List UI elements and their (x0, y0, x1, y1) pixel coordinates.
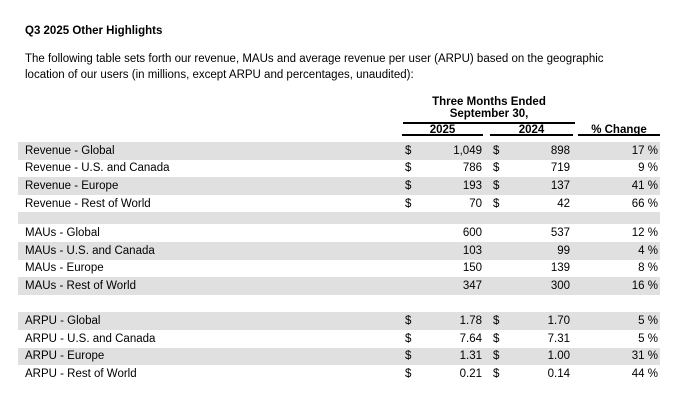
value-2025: 0.21 (459, 367, 482, 380)
value-2024: 0.14 (547, 367, 570, 380)
table-row: MAUs - Rest of World 347 300 16 % (18, 277, 660, 295)
pct-change-value: 5 % (638, 332, 658, 345)
currency-symbol-2025: $ (405, 144, 412, 157)
currency-symbol-2024: $ (493, 162, 500, 175)
table-row: MAUs - Global 600 537 12 % (18, 224, 660, 242)
pct-change-value: 8 % (638, 262, 658, 275)
column-header-2024: 2024 (490, 124, 573, 136)
pct-change-value: 12 % (631, 227, 658, 240)
table-row: Revenue - U.S. and Canada $786 $719 9 % (18, 160, 660, 178)
pct-change-value: 66 % (631, 197, 658, 210)
pct-change-value: 17 % (631, 144, 658, 157)
value-2025: 347 (462, 279, 482, 292)
currency-symbol-2025: $ (405, 332, 412, 345)
table-row: Revenue - Europe $193 $137 41 % (18, 177, 660, 195)
currency-symbol-2024: $ (493, 367, 500, 380)
value-2024: 300 (550, 279, 570, 292)
currency-symbol-2025: $ (405, 162, 412, 175)
pct-change-value: 4 % (638, 244, 658, 257)
table-row: Revenue - Global $1,049 $898 17 % (18, 142, 660, 160)
currency-symbol-2025: $ (405, 179, 412, 192)
currency-symbol-2024: $ (493, 315, 500, 328)
currency-symbol-2025: $ (405, 197, 412, 210)
table-rows: Revenue - Global $1,049 $898 17 % Revenue - … (18, 142, 660, 383)
value-2025: 1.78 (459, 315, 482, 328)
value-2025: 70 (469, 197, 482, 210)
row-label: Revenue - Europe (25, 179, 119, 192)
value-2025: 7.64 (459, 332, 482, 345)
row-label: Revenue - Global (25, 144, 115, 157)
row-label: MAUs - Rest of World (25, 279, 136, 292)
value-2024: 537 (550, 227, 570, 240)
row-label: MAUs - Europe (25, 262, 104, 275)
value-2024: 137 (550, 179, 570, 192)
financial-table: Three Months Ended September 30, 2025 20… (18, 96, 660, 383)
row-label: MAUs - Global (25, 227, 100, 240)
row-label: ARPU - Global (25, 315, 101, 328)
value-2025: 150 (462, 262, 482, 275)
pct-change-value: 44 % (631, 367, 658, 380)
value-2025: 103 (462, 244, 482, 257)
currency-symbol-2025: $ (405, 315, 412, 328)
value-2024: 42 (557, 197, 570, 210)
table-header: Three Months Ended September 30, 2025 20… (18, 96, 660, 142)
pct-change-value: 5 % (638, 315, 658, 328)
table-row: Revenue - Rest of World $70 $42 66 % (18, 195, 660, 213)
value-2024: 7.31 (547, 332, 570, 345)
row-label: ARPU - Europe (25, 350, 105, 363)
period-line-1: Three Months Ended (432, 96, 546, 108)
table-row: MAUs - U.S. and Canada 103 99 4 % (18, 241, 660, 260)
value-2024: 139 (550, 262, 570, 275)
currency-symbol-2025: $ (405, 367, 412, 380)
period-header: Three Months Ended September 30, (403, 96, 575, 124)
currency-symbol-2024: $ (493, 197, 500, 210)
period-line-2: September 30, (449, 107, 529, 120)
column-header-2025: 2025 (402, 124, 483, 136)
table-row: ARPU - Rest of World $0.21 $0.14 44 % (18, 365, 660, 383)
spacer-row (18, 212, 660, 225)
value-2025: 1.31 (459, 350, 482, 363)
column-header-pct-change: % Change (578, 124, 660, 136)
currency-symbol-2025: $ (405, 350, 412, 363)
row-label: MAUs - U.S. and Canada (25, 244, 155, 257)
value-2025: 786 (462, 162, 482, 175)
table-row: MAUs - Europe 150 139 8 % (18, 260, 660, 278)
value-2024: 898 (550, 144, 570, 157)
value-2025: 600 (462, 227, 482, 240)
row-label: ARPU - Rest of World (25, 367, 137, 380)
pct-change-value: 9 % (638, 162, 658, 175)
currency-symbol-2024: $ (493, 332, 500, 345)
currency-symbol-2024: $ (493, 350, 500, 363)
table-row: ARPU - Global $1.78 $1.70 5 % (18, 312, 660, 330)
row-label: Revenue - Rest of World (25, 197, 151, 210)
table-row: ARPU - U.S. and Canada $7.64 $7.31 5 % (18, 330, 660, 348)
pct-change-value: 41 % (631, 179, 658, 192)
intro-line-2: location of our users (in millions, exce… (25, 69, 414, 81)
intro-paragraph: The following table sets forth our reven… (25, 51, 604, 83)
currency-symbol-2024: $ (493, 179, 500, 192)
value-2024: 1.00 (547, 350, 570, 363)
row-label: ARPU - U.S. and Canada (25, 332, 156, 345)
value-2024: 99 (557, 244, 570, 257)
table-row: ARPU - Europe $1.31 $1.00 31 % (18, 347, 660, 366)
pct-change-value: 31 % (631, 350, 658, 363)
value-2025: 1,049 (453, 144, 482, 157)
intro-line-1: The following table sets forth our reven… (25, 53, 604, 65)
row-label: Revenue - U.S. and Canada (25, 162, 170, 175)
pct-change-value: 16 % (631, 279, 658, 292)
page-title: Q3 2025 Other Highlights (25, 25, 163, 37)
value-2024: 1.70 (547, 315, 570, 328)
currency-symbol-2024: $ (493, 144, 500, 157)
spacer-row (18, 295, 660, 313)
value-2024: 719 (550, 162, 570, 175)
value-2025: 193 (462, 179, 482, 192)
